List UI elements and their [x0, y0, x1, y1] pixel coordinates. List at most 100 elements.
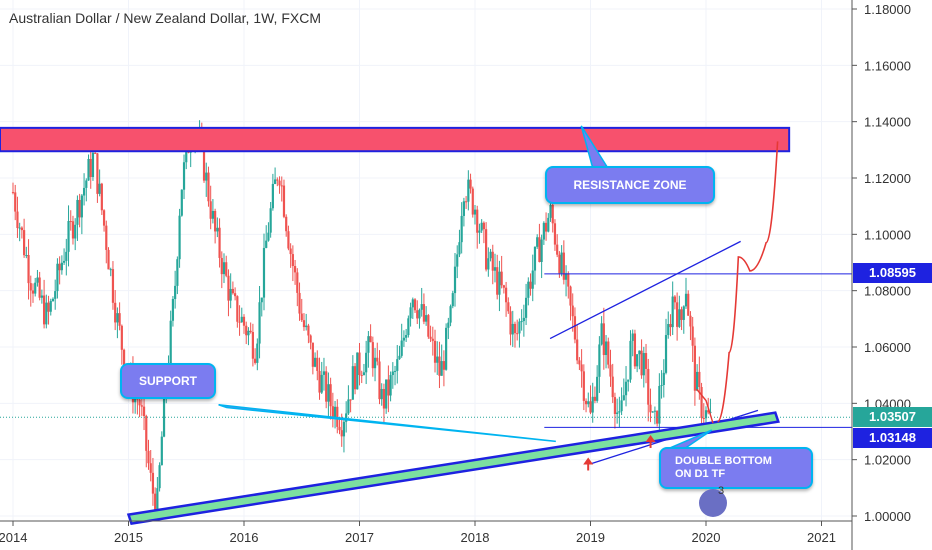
candle-body: [393, 370, 397, 372]
candle-body: [91, 152, 95, 178]
candle-body: [307, 325, 310, 336]
candle-body: [664, 335, 668, 373]
candle-body: [305, 325, 308, 328]
candle-body: [627, 379, 630, 382]
candle-body: [671, 296, 674, 328]
candle-body: [311, 342, 314, 367]
candle-body: [522, 317, 525, 322]
support-label[interactable]: SUPPORT: [120, 363, 216, 399]
candle-body: [160, 436, 163, 466]
time-axis[interactable]: 2014 2015 2016 2017 2018 2019 2020 2021: [0, 520, 852, 545]
candle-body: [498, 271, 501, 295]
candle-body: [149, 463, 152, 473]
x-tick-label: 2014: [0, 530, 27, 545]
double-bottom-line2: ON D1 TF: [675, 468, 726, 480]
candle-body: [171, 299, 175, 321]
candle-body: [602, 323, 605, 356]
candle-body: [436, 356, 439, 363]
candle-body: [362, 372, 366, 376]
price-tag-current: 1.03507: [853, 407, 932, 427]
candle-body: [702, 417, 705, 419]
candle-body: [351, 366, 354, 400]
candle-body: [691, 326, 694, 346]
candle-body: [649, 404, 652, 413]
candle-body: [25, 255, 28, 257]
candle-body: [398, 355, 401, 360]
y-tick-label: 1.12000: [864, 171, 911, 186]
candle-body: [276, 179, 279, 181]
candle-body: [385, 379, 388, 409]
candle-body: [629, 340, 632, 380]
candle-body: [422, 304, 426, 322]
candle-body: [407, 318, 410, 336]
candle-body: [373, 357, 377, 369]
candle-body: [256, 343, 259, 363]
candle-body: [107, 249, 110, 270]
candle-body: [698, 371, 701, 387]
candle-body: [567, 273, 570, 287]
candle-body: [662, 372, 665, 386]
up-arrow-icon: [583, 457, 594, 465]
candle-body: [85, 180, 88, 188]
y-tick-label: 1.02000: [864, 453, 911, 468]
candle-body: [342, 421, 346, 437]
candle-body: [405, 335, 408, 338]
candle-body: [689, 315, 692, 327]
candle-body: [693, 345, 696, 391]
candle-body: [609, 364, 612, 377]
candle-body: [102, 210, 106, 226]
candle-body: [409, 307, 412, 319]
candle-body: [371, 342, 374, 369]
candle-body: [449, 306, 452, 323]
candle-body: [265, 240, 268, 248]
candle-body: [465, 201, 468, 203]
candle-body: [178, 215, 181, 260]
double-bottom-label[interactable]: DOUBLE BOTTOM ON D1 TF: [659, 447, 813, 489]
candle-body: [540, 239, 543, 262]
candle-body: [604, 341, 608, 356]
candle-body: [353, 366, 357, 390]
candle-body: [578, 360, 581, 365]
candle-body: [356, 352, 359, 390]
candle-body: [76, 199, 79, 225]
candle-body: [202, 142, 206, 181]
candle-body: [282, 185, 286, 217]
candle-body: [425, 315, 428, 322]
support-callout-pointer: [218, 403, 556, 443]
candle-body: [62, 260, 66, 263]
candle-body: [485, 229, 488, 270]
ideas-badge-icon[interactable]: [699, 489, 727, 517]
candle-body: [584, 400, 588, 405]
candle-body: [316, 357, 319, 371]
candle-body: [456, 254, 459, 267]
candle-body: [180, 189, 183, 216]
candle-body: [254, 358, 257, 363]
x-tick-label: 2016: [230, 530, 259, 545]
candle-body: [296, 272, 299, 293]
candle-body: [333, 406, 337, 418]
candle-body: [620, 400, 623, 412]
candle-body: [140, 405, 143, 407]
candle-body: [34, 282, 37, 294]
candle-body: [640, 350, 643, 376]
candle-body: [58, 263, 61, 271]
candle-body: [71, 221, 75, 239]
candle-body: [320, 374, 323, 393]
candle-body: [587, 401, 590, 405]
candle-body: [380, 388, 383, 400]
candle-body: [622, 395, 625, 401]
candle-body: [551, 204, 554, 224]
resistance-zone-label[interactable]: RESISTANCE ZONE: [545, 166, 715, 204]
candle-body: [242, 316, 246, 326]
candle-body: [16, 211, 19, 228]
y-tick-label: 1.10000: [864, 227, 911, 242]
candle-body: [80, 195, 83, 218]
y-tick-label: 1.16000: [864, 58, 911, 73]
candle-body: [493, 267, 497, 271]
candle-body: [460, 215, 463, 243]
candle-body: [709, 411, 712, 413]
candle-body: [327, 384, 330, 402]
candle-body: [596, 376, 599, 401]
candle-body: [538, 237, 541, 262]
